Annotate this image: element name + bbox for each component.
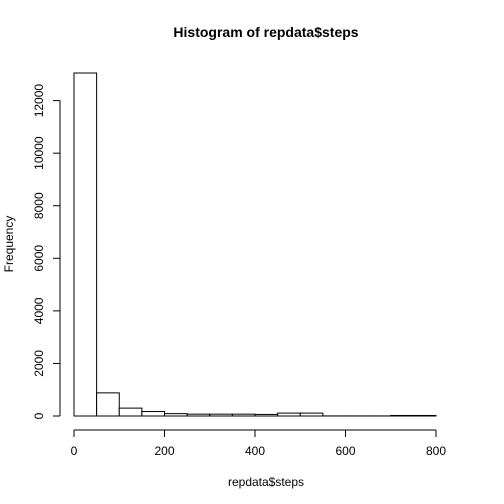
x-axis: 0 200 400 600 800 bbox=[71, 429, 446, 458]
histogram-bar bbox=[118, 407, 143, 417]
histogram-bar bbox=[231, 413, 256, 417]
y-tick-label: 8000 bbox=[32, 192, 46, 219]
x-axis-label: repdata$steps bbox=[228, 475, 304, 489]
x-tick-label: 800 bbox=[426, 444, 446, 458]
y-tick-label: 6000 bbox=[32, 245, 46, 272]
histogram-bars bbox=[73, 72, 437, 417]
y-axis: 0 2000 4000 6000 8000 10000 12000 bbox=[32, 84, 61, 419]
histogram-bar bbox=[299, 412, 324, 417]
y-tick-label: 10000 bbox=[32, 136, 46, 170]
histogram-bar bbox=[209, 413, 233, 417]
x-tick-label: 200 bbox=[154, 444, 174, 458]
histogram-bar bbox=[186, 413, 211, 417]
histogram-bar bbox=[141, 411, 165, 417]
histogram-bar bbox=[164, 413, 188, 417]
histogram-bar bbox=[277, 412, 301, 417]
histogram-bar bbox=[96, 392, 120, 417]
x-tick-label: 0 bbox=[71, 444, 78, 458]
x-tick-label: 600 bbox=[335, 444, 355, 458]
y-tick-label: 0 bbox=[32, 412, 46, 419]
y-tick-label: 4000 bbox=[32, 297, 46, 324]
x-tick-label: 400 bbox=[245, 444, 265, 458]
y-tick-label: 2000 bbox=[32, 350, 46, 377]
y-tick-label: 12000 bbox=[32, 84, 46, 118]
histogram-bar bbox=[73, 72, 98, 417]
y-axis-label: Frequency bbox=[2, 216, 16, 273]
histogram-bar bbox=[390, 414, 414, 417]
histogram-bar bbox=[254, 413, 279, 417]
chart-title: Histogram of repdata$steps bbox=[173, 24, 358, 40]
histogram-bar bbox=[412, 414, 437, 417]
